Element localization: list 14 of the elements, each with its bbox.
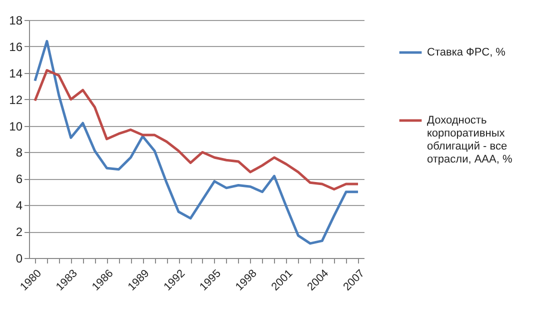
line-series bbox=[34, 68, 360, 190]
y-tick-label: 10 bbox=[9, 119, 23, 134]
y-tick-label: 8 bbox=[16, 146, 23, 160]
legend-label: Доходность корпоративных облигаций - все отрасли, AAA, % bbox=[427, 114, 512, 166]
y-tick-label: 14 bbox=[9, 66, 23, 80]
y-tick-label: 2 bbox=[16, 225, 23, 240]
y-tick-label: 0 bbox=[16, 252, 23, 266]
y-tick-label: 4 bbox=[16, 198, 23, 213]
y-tick-label: 12 bbox=[9, 92, 23, 107]
legend-label: Ставка ФРС, % bbox=[427, 46, 506, 58]
y-tick-label: 6 bbox=[16, 172, 23, 186]
y-tick-label: 18 bbox=[9, 14, 23, 28]
y-tick-label: 16 bbox=[9, 40, 23, 54]
line-series bbox=[34, 40, 360, 245]
